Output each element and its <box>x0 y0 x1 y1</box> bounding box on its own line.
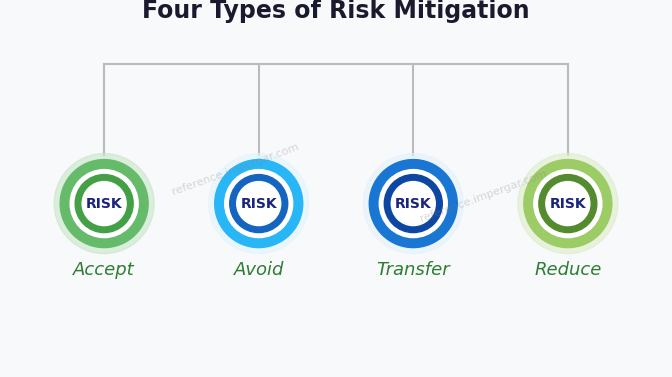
Text: Reduce: Reduce <box>534 261 601 279</box>
Circle shape <box>215 159 302 248</box>
Text: reference.impergar.com: reference.impergar.com <box>171 142 300 197</box>
Text: Four Types of Risk Mitigation: Four Types of Risk Mitigation <box>142 0 530 23</box>
Circle shape <box>237 182 281 225</box>
Circle shape <box>209 153 308 254</box>
Circle shape <box>524 159 612 248</box>
Circle shape <box>379 170 448 238</box>
Text: RISK: RISK <box>86 196 122 211</box>
Circle shape <box>384 175 442 233</box>
Circle shape <box>70 170 138 238</box>
Circle shape <box>82 182 126 225</box>
Circle shape <box>534 170 602 238</box>
Circle shape <box>54 153 154 254</box>
Text: RISK: RISK <box>241 196 277 211</box>
Text: reference.impergar.com: reference.impergar.com <box>419 169 548 224</box>
Circle shape <box>539 175 597 233</box>
Circle shape <box>230 175 288 233</box>
Text: RISK: RISK <box>395 196 431 211</box>
Circle shape <box>75 175 133 233</box>
Circle shape <box>224 170 293 238</box>
Circle shape <box>370 159 457 248</box>
Text: Transfer: Transfer <box>376 261 450 279</box>
Circle shape <box>364 153 463 254</box>
Circle shape <box>546 182 590 225</box>
Circle shape <box>391 182 435 225</box>
Circle shape <box>518 153 618 254</box>
Text: Accept: Accept <box>73 261 135 279</box>
Circle shape <box>60 159 148 248</box>
Text: Avoid: Avoid <box>234 261 284 279</box>
Text: RISK: RISK <box>550 196 586 211</box>
